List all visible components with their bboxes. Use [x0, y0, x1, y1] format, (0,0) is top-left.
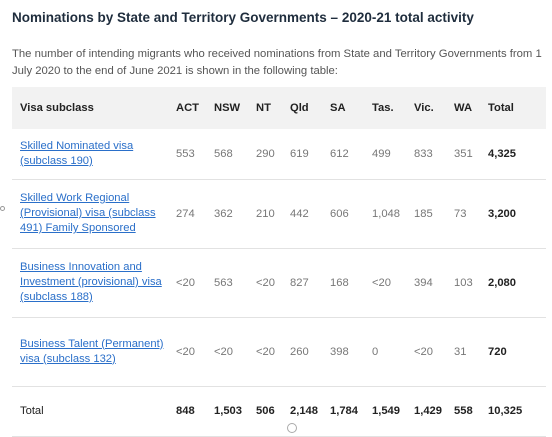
cell-nt: <20	[252, 248, 286, 318]
cell-act: <20	[172, 317, 210, 387]
page-title: Nominations by State and Territory Gover…	[12, 10, 474, 25]
nominations-table: Visa subclass ACT NSW NT Qld SA Tas. Vic…	[12, 87, 546, 437]
visa-link-491[interactable]: Skilled Work Regional (Provisional) visa…	[20, 192, 156, 234]
cell-nsw: <20	[210, 317, 252, 387]
cell-sa: 168	[326, 248, 368, 318]
cell-wa: 351	[450, 129, 484, 180]
cell-act: 274	[172, 179, 210, 249]
intro-text: The number of intending migrants who rec…	[12, 48, 542, 77]
cell-sa: 606	[326, 179, 368, 249]
col-header-sa: SA	[330, 102, 346, 114]
cell-nt: 210	[252, 179, 286, 249]
col-header-tas: Tas.	[372, 102, 394, 114]
col-header-qld: Qld	[290, 102, 309, 114]
total-wa: 558	[450, 386, 484, 437]
edge-marker	[0, 206, 5, 211]
bottom-marker	[287, 423, 297, 433]
visa-subclass-cell: Business Innovation and Investment (prov…	[12, 248, 172, 318]
col-header-wa: WA	[454, 102, 473, 114]
visa-link-188[interactable]: Business Innovation and Investment (prov…	[20, 261, 162, 303]
visa-subclass-cell: Business Talent (Permanent) visa (subcla…	[12, 317, 172, 387]
cell-qld: 260	[286, 317, 326, 387]
cell-act: <20	[172, 248, 210, 318]
table-row: Business Talent (Permanent) visa (subcla…	[12, 317, 546, 387]
col-header-act: ACT	[176, 102, 199, 114]
cell-qld: 827	[286, 248, 326, 318]
total-tas: 1,549	[368, 386, 410, 437]
cell-sa: 612	[326, 129, 368, 180]
cell-nsw: 563	[210, 248, 252, 318]
cell-nsw: 568	[210, 129, 252, 180]
cell-act: 553	[172, 129, 210, 180]
cell-tas: 1,048	[368, 179, 410, 249]
cell-total: 3,200	[484, 179, 546, 249]
col-header-nt: NT	[256, 102, 271, 114]
table-row: Skilled Work Regional (Provisional) visa…	[12, 179, 546, 249]
cell-vic: 833	[410, 129, 450, 180]
cell-nsw: 362	[210, 179, 252, 249]
col-header-vic: Vic.	[414, 102, 434, 114]
cell-sa: 398	[326, 317, 368, 387]
total-sa: 1,784	[326, 386, 368, 437]
total-row-label: Total	[12, 386, 172, 437]
col-header-total: Total	[488, 102, 514, 114]
total-vic: 1,429	[410, 386, 450, 437]
cell-wa: 103	[450, 248, 484, 318]
col-header-visa-subclass: Visa subclass	[20, 102, 94, 114]
cell-vic: 394	[410, 248, 450, 318]
cell-total: 720	[484, 317, 546, 387]
total-act: 848	[172, 386, 210, 437]
cell-tas: 0	[368, 317, 410, 387]
cell-total: 2,080	[484, 248, 546, 318]
table-row: Skilled Nominated visa (subclass 190) 55…	[12, 129, 546, 180]
total-nsw: 1,503	[210, 386, 252, 437]
cell-wa: 73	[450, 179, 484, 249]
cell-qld: 619	[286, 129, 326, 180]
visa-link-190[interactable]: Skilled Nominated visa (subclass 190)	[20, 139, 134, 167]
cell-vic: 185	[410, 179, 450, 249]
cell-wa: 31	[450, 317, 484, 387]
cell-tas: <20	[368, 248, 410, 318]
table-total-row: Total 848 1,503 506 2,148 1,784 1,549 1,…	[12, 386, 546, 437]
table-header-row: Visa subclass ACT NSW NT Qld SA Tas. Vic…	[12, 87, 546, 129]
col-header-nsw: NSW	[214, 102, 241, 114]
table-row: Business Innovation and Investment (prov…	[12, 248, 546, 318]
cell-total: 4,325	[484, 129, 546, 180]
cell-nt: <20	[252, 317, 286, 387]
visa-subclass-cell: Skilled Nominated visa (subclass 190)	[12, 129, 172, 180]
cell-qld: 442	[286, 179, 326, 249]
cell-vic: <20	[410, 317, 450, 387]
total-nt: 506	[252, 386, 286, 437]
visa-subclass-cell: Skilled Work Regional (Provisional) visa…	[12, 179, 172, 249]
cell-nt: 290	[252, 129, 286, 180]
grand-total: 10,325	[484, 386, 546, 437]
visa-link-132[interactable]: Business Talent (Permanent) visa (subcla…	[20, 337, 164, 365]
cell-tas: 499	[368, 129, 410, 180]
